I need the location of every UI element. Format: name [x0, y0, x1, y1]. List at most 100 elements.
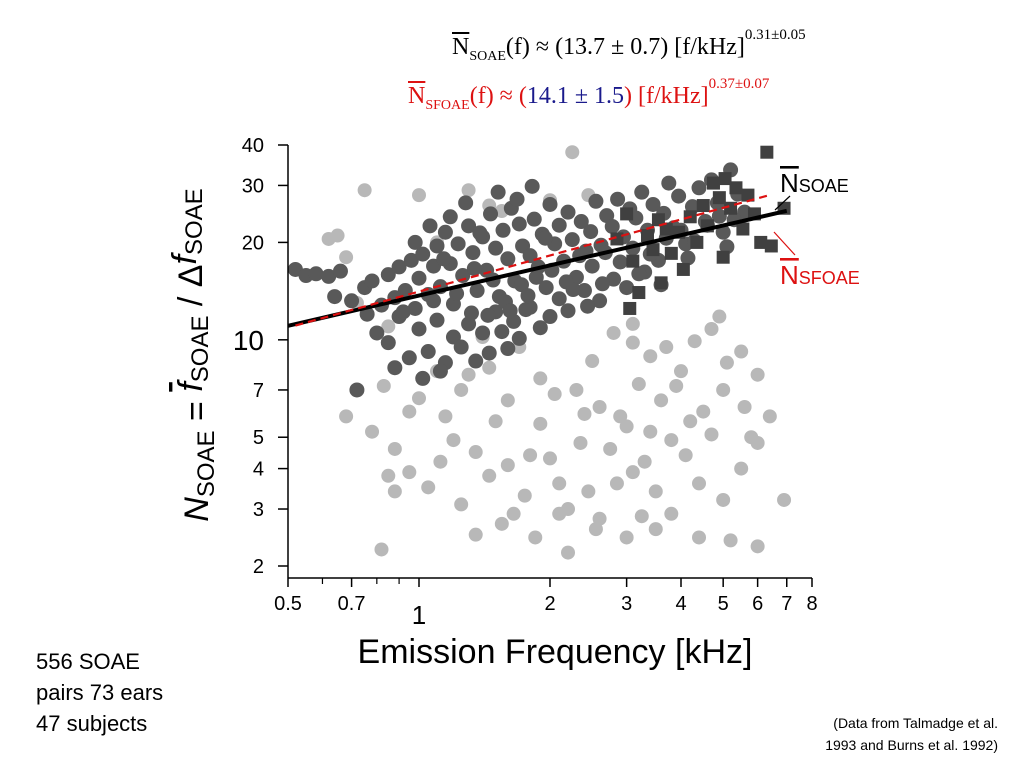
- square-data-point: [659, 222, 673, 236]
- dark-data-point: [500, 251, 516, 267]
- square-data-point: [626, 254, 640, 268]
- soae-eq-arg: (f) ≈: [505, 34, 556, 60]
- dark-data-point: [403, 252, 419, 268]
- dark-data-point: [442, 209, 458, 225]
- dark-data-point: [450, 236, 466, 252]
- soae-fit-line: [287, 208, 788, 328]
- light-data-point: [588, 522, 603, 537]
- dark-data-point: [420, 344, 436, 360]
- light-data-point: [454, 497, 469, 512]
- square-data-point: [646, 243, 660, 257]
- light-data-point: [606, 325, 621, 340]
- dark-data-point: [332, 263, 348, 279]
- dark-data-point: [407, 300, 423, 316]
- dark-data-point: [395, 304, 411, 320]
- soae-fit-label: NSOAE: [780, 168, 849, 198]
- dark-data-point: [495, 222, 511, 238]
- square-data-point: [712, 191, 726, 205]
- light-data-point: [387, 441, 402, 456]
- dark-data-point: [475, 325, 491, 341]
- dark-data-point: [308, 266, 324, 282]
- dark-data-point: [588, 193, 604, 209]
- y-axis-title-text: NSOAE = fSOAE / ΔfSOAE: [166, 188, 220, 521]
- light-data-point: [412, 188, 426, 203]
- light-data-point: [421, 480, 436, 495]
- light-data-point: [446, 433, 461, 448]
- square-data-point: [623, 301, 637, 315]
- x-tick-label: 4: [675, 593, 686, 615]
- dark-data-point: [513, 277, 529, 293]
- light-data-point: [659, 340, 674, 355]
- dark-data-point: [520, 288, 536, 304]
- dark-data-point: [436, 251, 452, 267]
- light-data-point: [500, 458, 515, 473]
- dark-data-point: [466, 261, 482, 277]
- dark-data-point: [380, 267, 396, 283]
- light-data-point: [561, 545, 576, 560]
- sfoae-equation: NSFOAE(f) ≈ (14.1 ± 1.5) [f/kHz]0.37±0.0…: [408, 76, 769, 114]
- light-data-point: [387, 484, 402, 499]
- dark-data-point: [437, 224, 453, 240]
- dark-data-point: [526, 211, 542, 227]
- light-data-point: [461, 367, 476, 382]
- dark-data-point: [560, 303, 576, 319]
- sfoae-label-pointer: [773, 231, 796, 256]
- soae-label-pointer: [774, 195, 791, 211]
- dark-data-point: [524, 178, 540, 194]
- light-data-point: [654, 393, 669, 408]
- light-data-point: [777, 492, 792, 507]
- light-data-point: [687, 334, 702, 349]
- y-tick-label: 10: [233, 325, 264, 356]
- dark-data-point: [432, 363, 448, 379]
- light-data-point: [438, 409, 453, 424]
- dark-data-point: [551, 291, 567, 307]
- x-tick-label: 6: [752, 593, 763, 615]
- sfoae-eq-exponent: 0.37±0.07: [708, 76, 770, 92]
- dark-data-point: [680, 250, 696, 266]
- light-data-point: [577, 406, 592, 421]
- dark-data-point: [481, 345, 497, 361]
- light-data-point: [506, 506, 521, 521]
- light-data-point: [374, 542, 389, 557]
- dark-data-point: [532, 320, 548, 336]
- square-data-point: [690, 235, 704, 249]
- light-data-point: [339, 250, 354, 265]
- dark-data-point: [494, 324, 510, 340]
- dark-data-point: [453, 339, 469, 355]
- y-tick-label: 7: [253, 380, 264, 402]
- square-data-point: [754, 235, 768, 249]
- light-data-point: [678, 448, 693, 463]
- square-data-point: [706, 176, 720, 190]
- light-data-point: [454, 382, 469, 397]
- dark-data-point: [472, 225, 488, 241]
- dataset-summary-line: pairs 73 ears: [36, 680, 164, 705]
- dark-data-point: [369, 325, 385, 341]
- dark-data-point: [391, 259, 407, 275]
- dark-data-point: [604, 218, 620, 234]
- light-data-point: [648, 484, 663, 499]
- dark-data-point: [327, 289, 343, 305]
- dark-data-point: [560, 204, 576, 220]
- light-data-point: [573, 435, 588, 450]
- light-data-point: [500, 393, 515, 408]
- dark-data-point: [468, 353, 484, 369]
- light-data-point: [737, 400, 752, 415]
- dark-data-point: [344, 293, 360, 309]
- light-data-point: [716, 492, 731, 507]
- light-data-point: [631, 377, 646, 392]
- dark-data-point: [401, 350, 417, 366]
- dataset-summary: 556 SOAE pairs 73 ears 47 subjects: [36, 646, 206, 739]
- light-data-point: [750, 367, 765, 382]
- dark-data-point: [387, 360, 403, 376]
- dark-data-point: [380, 335, 396, 351]
- dark-data-point: [465, 245, 481, 261]
- dark-data-point: [321, 268, 337, 284]
- dark-points-group: [287, 162, 753, 398]
- fit-lines-group: [287, 193, 788, 328]
- dark-data-point: [511, 216, 527, 232]
- dark-data-point: [511, 330, 527, 346]
- light-data-point: [402, 465, 417, 480]
- dark-data-point: [551, 217, 567, 233]
